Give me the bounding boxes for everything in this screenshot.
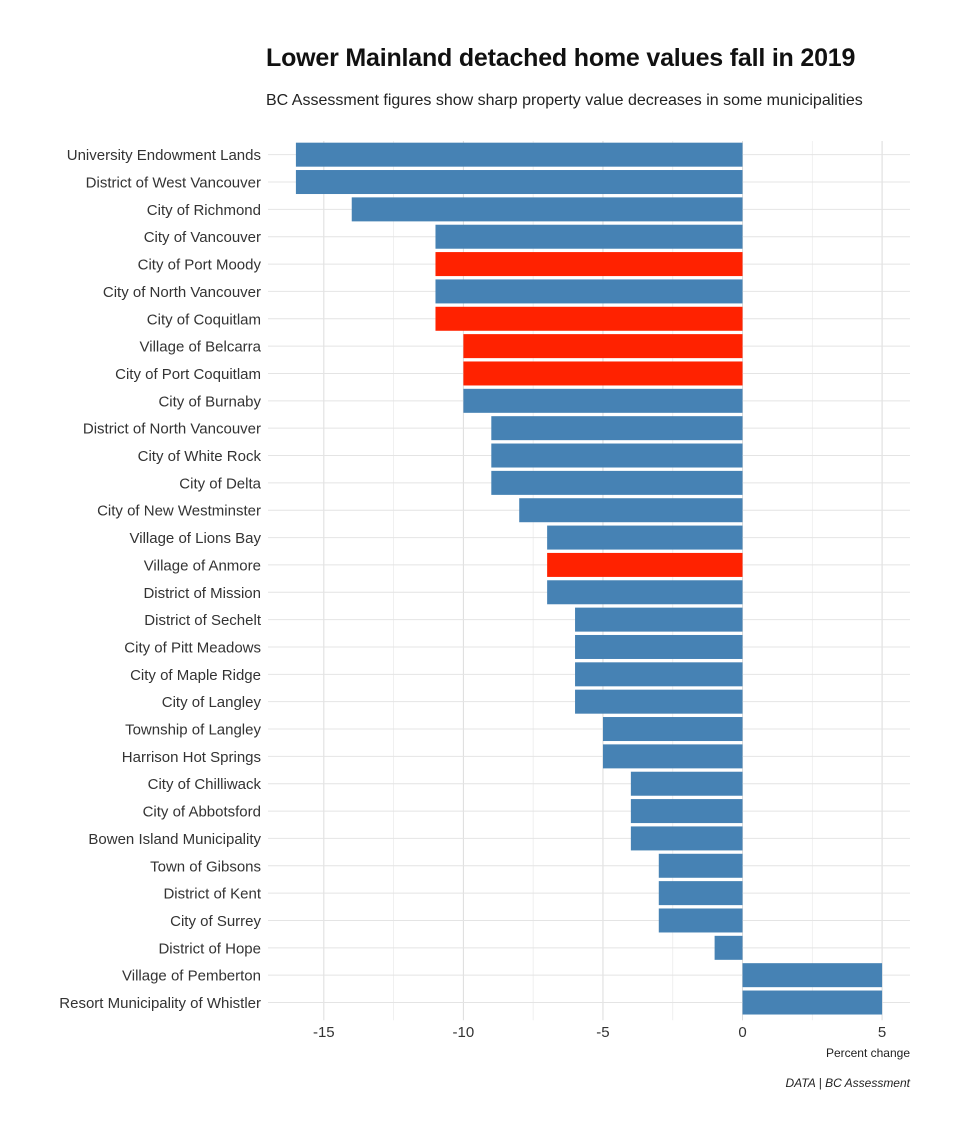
bar — [351, 197, 743, 222]
bar — [491, 470, 743, 495]
bar — [630, 771, 743, 796]
bar — [575, 662, 743, 687]
x-tick-label: -15 — [313, 1024, 335, 1041]
bar — [547, 525, 743, 550]
category-label: Village of Belcarra — [140, 339, 262, 356]
category-label: District of Mission — [143, 585, 261, 602]
category-label: City of Pitt Meadows — [124, 639, 261, 656]
chart-subtitle: BC Assessment figures show sharp propert… — [266, 92, 863, 109]
bar — [295, 142, 743, 167]
category-label: District of Kent — [163, 886, 261, 903]
x-tick-labels: -15 -10 -5 0 5 — [313, 1024, 886, 1041]
bar — [658, 908, 743, 933]
bar — [630, 799, 743, 824]
category-label: City of Delta — [179, 475, 261, 492]
category-label: District of Hope — [158, 940, 261, 957]
bar — [575, 607, 743, 632]
bar — [435, 306, 743, 331]
bar — [491, 416, 743, 441]
category-label: District of Sechelt — [144, 612, 262, 629]
bar — [575, 634, 743, 659]
bar — [658, 881, 743, 906]
x-axis-title: Percent change — [826, 1046, 910, 1060]
category-label: City of Surrey — [170, 913, 261, 930]
category-label: City of North Vancouver — [103, 284, 261, 301]
category-label: Resort Municipality of Whistler — [59, 995, 261, 1012]
category-label: City of Richmond — [147, 202, 261, 219]
category-label: Village of Anmore — [144, 557, 261, 574]
category-label: Township of Langley — [125, 722, 261, 739]
bar — [742, 963, 883, 988]
chart-caption: DATA | BC Assessment — [786, 1076, 911, 1090]
category-label: City of White Rock — [138, 448, 262, 465]
category-label: Harrison Hot Springs — [122, 749, 261, 766]
bar — [435, 252, 743, 277]
x-tick-label: -5 — [596, 1024, 609, 1041]
bar — [491, 443, 743, 468]
category-label: City of Abbotsford — [143, 804, 261, 821]
category-label: City of Vancouver — [144, 229, 261, 246]
category-label: City of Burnaby — [158, 393, 261, 410]
bar — [602, 717, 743, 742]
x-tick-label: -10 — [453, 1024, 475, 1041]
bar — [547, 580, 743, 605]
bar — [295, 170, 743, 195]
category-label: Village of Pemberton — [122, 968, 261, 985]
bar — [630, 826, 743, 851]
bar — [742, 990, 883, 1015]
bar — [658, 853, 743, 878]
category-label: Town of Gibsons — [150, 858, 261, 875]
bar — [435, 279, 743, 304]
category-label: Village of Lions Bay — [130, 530, 262, 547]
bar — [547, 552, 743, 577]
category-label: City of Port Moody — [138, 257, 262, 274]
category-label: Bowen Island Municipality — [88, 831, 261, 848]
x-tick-label: 5 — [878, 1024, 886, 1041]
category-label: City of Coquitlam — [147, 311, 261, 328]
category-label: City of Langley — [162, 694, 262, 711]
category-labels: University Endowment Lands District of We… — [59, 147, 262, 1012]
x-tick-label: 0 — [738, 1024, 746, 1041]
bar — [714, 935, 743, 960]
category-label: University Endowment Lands — [67, 147, 261, 164]
bar — [575, 689, 743, 714]
chart-title: Lower Mainland detached home values fall… — [266, 44, 856, 72]
bar — [463, 334, 743, 359]
category-label: City of New Westminster — [97, 503, 261, 520]
bar — [463, 361, 743, 386]
bar — [435, 224, 743, 249]
category-label: District of West Vancouver — [86, 175, 261, 192]
bar — [602, 744, 743, 769]
category-label: City of Maple Ridge — [130, 667, 261, 684]
bars — [295, 142, 883, 1015]
category-label: City of Port Coquitlam — [115, 366, 261, 383]
category-label: City of Chilliwack — [148, 776, 262, 793]
category-label: District of North Vancouver — [83, 421, 261, 438]
bar — [463, 388, 743, 413]
bar — [519, 498, 743, 523]
